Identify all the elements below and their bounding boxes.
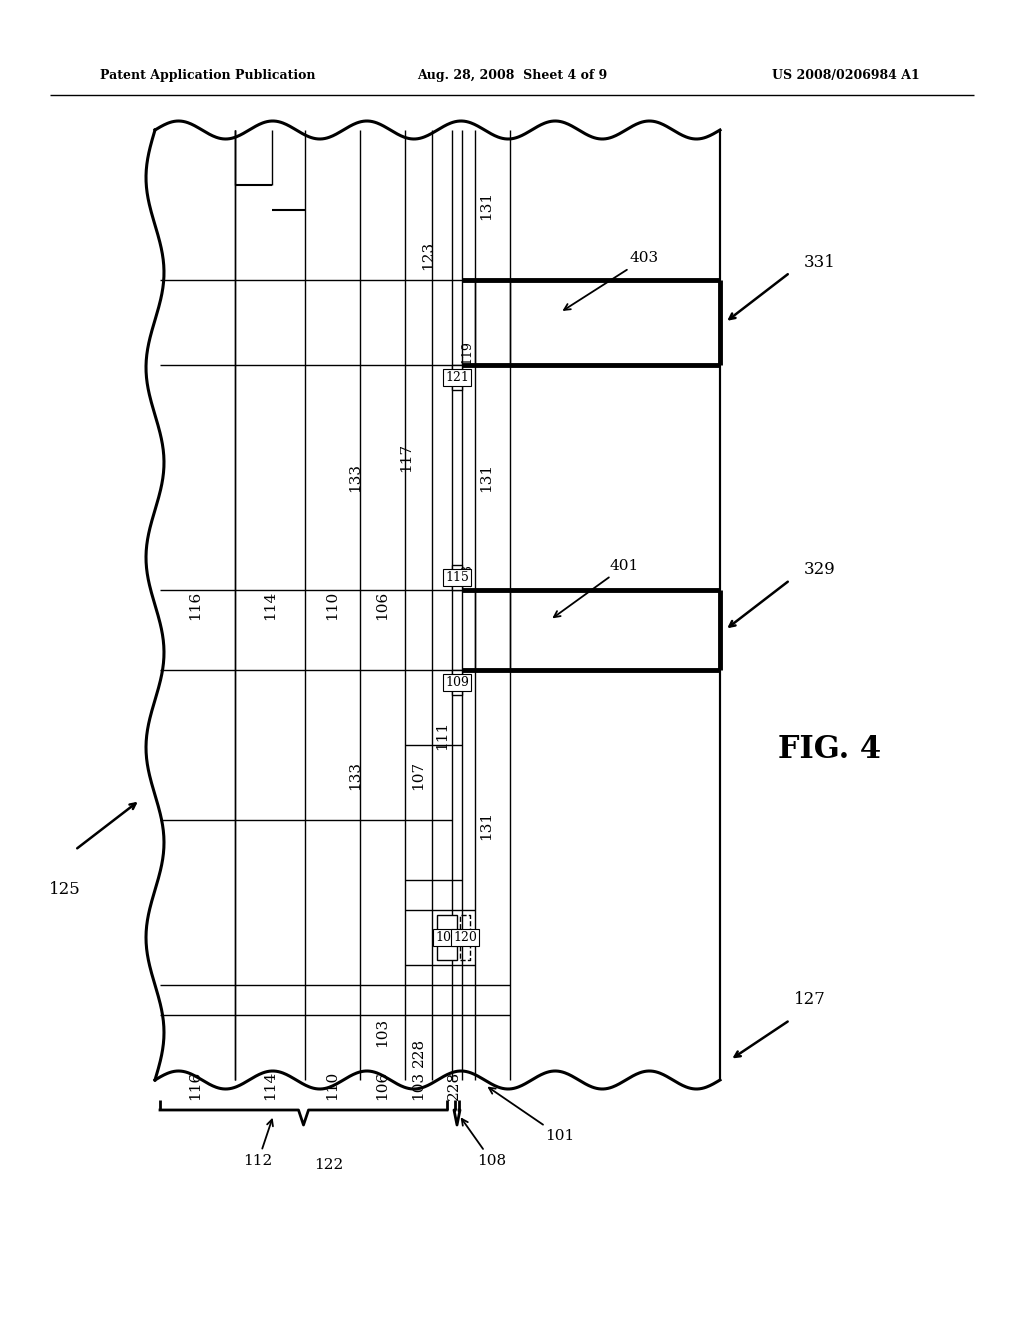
Text: 228: 228 <box>412 1038 426 1067</box>
Text: 125: 125 <box>49 882 81 899</box>
Text: 110: 110 <box>326 1071 340 1100</box>
Text: 109: 109 <box>445 676 469 689</box>
Text: 401: 401 <box>554 558 639 618</box>
Text: 121: 121 <box>445 371 469 384</box>
Text: 113: 113 <box>461 564 473 587</box>
Text: 117: 117 <box>399 444 413 473</box>
Text: 103: 103 <box>412 1071 426 1100</box>
Text: Aug. 28, 2008  Sheet 4 of 9: Aug. 28, 2008 Sheet 4 of 9 <box>417 69 607 82</box>
Bar <box>452 366 462 389</box>
Bar <box>437 915 457 960</box>
Text: 115: 115 <box>445 572 469 583</box>
Text: 122: 122 <box>314 1158 343 1172</box>
Text: 103: 103 <box>376 1018 389 1047</box>
Text: 114: 114 <box>263 1071 278 1100</box>
Text: 110: 110 <box>326 590 340 619</box>
Text: 101: 101 <box>488 1088 574 1143</box>
Text: Patent Application Publication: Patent Application Publication <box>100 69 315 82</box>
Text: 329: 329 <box>804 561 836 578</box>
Text: 111: 111 <box>435 721 449 750</box>
Text: 116: 116 <box>188 590 202 619</box>
Text: 133: 133 <box>348 463 362 492</box>
Text: US 2008/0206984 A1: US 2008/0206984 A1 <box>772 69 920 82</box>
Text: 107: 107 <box>412 760 426 789</box>
Text: FIG. 4: FIG. 4 <box>778 734 882 766</box>
Text: 133: 133 <box>348 760 362 789</box>
Text: 120: 120 <box>453 931 477 944</box>
Text: 131: 131 <box>479 463 493 492</box>
Text: 119: 119 <box>461 341 473 364</box>
Text: 228: 228 <box>446 1071 461 1100</box>
Text: 105: 105 <box>435 931 459 944</box>
Bar <box>452 565 462 590</box>
Text: 131: 131 <box>479 190 493 219</box>
Text: 106: 106 <box>376 1071 389 1100</box>
Bar <box>452 671 462 696</box>
Text: 112: 112 <box>244 1119 273 1168</box>
Text: 127: 127 <box>794 991 826 1008</box>
Text: 403: 403 <box>564 252 659 310</box>
Text: 108: 108 <box>462 1119 506 1168</box>
Bar <box>155 129 720 1080</box>
Text: 114: 114 <box>263 590 278 619</box>
Text: 123: 123 <box>422 240 435 269</box>
Text: 116: 116 <box>188 1071 202 1100</box>
Text: 106: 106 <box>376 590 389 619</box>
Text: 331: 331 <box>804 253 836 271</box>
Text: 131: 131 <box>479 810 493 840</box>
